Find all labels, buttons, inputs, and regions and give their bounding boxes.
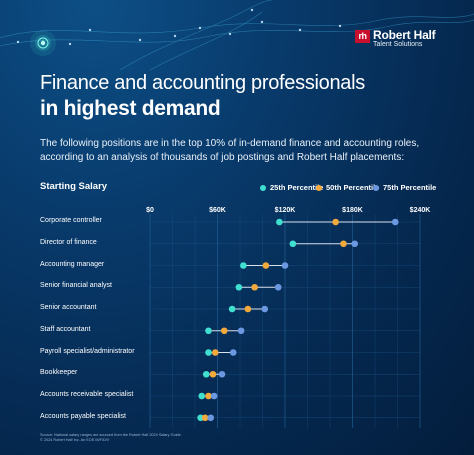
legend-dot-50th — [316, 184, 322, 191]
dot-50th-percentile — [262, 262, 270, 269]
dot-75th-percentile — [274, 283, 282, 291]
page-title-line1: Finance and accounting professionals — [40, 72, 365, 94]
decorative-network — [0, 0, 474, 70]
brand-name: Robert Half — [373, 28, 436, 42]
dot-75th-percentile — [261, 305, 269, 313]
legend-label-25th: 25th Percentile — [270, 183, 324, 192]
x-tick-label: $60K — [209, 207, 226, 214]
row-label: Director of finance — [40, 238, 97, 246]
x-tick-label: $0 — [146, 207, 154, 214]
dot-25th-percentile — [205, 327, 212, 335]
dot-75th-percentile — [237, 327, 245, 335]
row-label: Accounting manager — [40, 260, 105, 268]
dot-25th-percentile — [289, 240, 297, 248]
brand-subtitle: Talent Solutions — [373, 41, 423, 48]
dot-25th-percentile — [228, 305, 236, 313]
dot-50th-percentile — [244, 305, 252, 313]
dot-75th-percentile — [351, 240, 359, 248]
dot-75th-percentile — [229, 349, 237, 356]
source-line-2: © 2024 Robert Half Inc. An EOE M/F/D/V — [40, 438, 110, 442]
dot-25th-percentile — [205, 349, 212, 356]
legend-dot-75th — [373, 184, 379, 191]
dot-75th-percentile — [218, 370, 226, 378]
dot-75th-percentile — [210, 392, 218, 400]
dot-25th-percentile — [240, 262, 247, 269]
page-title-line2: in highest demand — [40, 97, 221, 120]
chart-title: Starting Salary — [40, 181, 108, 192]
legend-dot-25th — [260, 184, 266, 191]
row-label: Senior financial analyst — [40, 282, 112, 290]
dot-50th-percentile — [251, 283, 258, 291]
source-line-1: Source: National salary ranges are sourc… — [40, 433, 182, 437]
legend-25th: 25th Percentile — [260, 183, 323, 192]
row-label: Payroll specialist/administrator — [40, 347, 135, 355]
source-note: Source: National salary ranges are sourc… — [40, 433, 182, 443]
x-tick-label: $180K — [342, 207, 363, 214]
x-tick-label: $240K — [409, 207, 431, 214]
dot-25th-percentile — [198, 392, 206, 400]
dot-25th-percentile — [276, 218, 283, 226]
dot-50th-percentile — [211, 349, 219, 356]
intro-text: The following positions are in the top 1… — [40, 138, 420, 163]
dot-50th-percentile — [332, 218, 339, 226]
dot-50th-percentile — [340, 240, 347, 248]
dot-50th-percentile — [220, 327, 228, 335]
legend-75th: 75th Percentile — [373, 183, 436, 192]
legend-50th: 50th Percentile — [316, 183, 379, 192]
row-label: Senior accountant — [40, 304, 97, 311]
legend-label-50th: 50th Percentile — [326, 183, 380, 192]
row-label: Corporate controller — [40, 217, 102, 224]
dot-25th-percentile — [202, 370, 210, 378]
dot-50th-percentile — [205, 392, 212, 400]
row-label: Accounts receivable specialist — [40, 391, 134, 398]
row-label: Accounts payable specialist — [40, 412, 126, 420]
dot-50th-percentile — [209, 370, 217, 378]
dot-75th-percentile — [281, 262, 289, 269]
dot-75th-percentile — [391, 218, 399, 226]
dot-25th-percentile — [235, 283, 243, 291]
glowing-node-icon — [30, 30, 56, 56]
dot-75th-percentile — [207, 414, 215, 422]
x-tick-label: $120K — [274, 207, 296, 214]
dot-50th-percentile — [201, 414, 209, 422]
legend-label-75th: 75th Percentile — [383, 183, 437, 192]
row-label: Bookkeeper — [40, 369, 78, 377]
row-label: Staff accountant — [40, 325, 91, 333]
brand-mark: rh — [355, 30, 370, 43]
